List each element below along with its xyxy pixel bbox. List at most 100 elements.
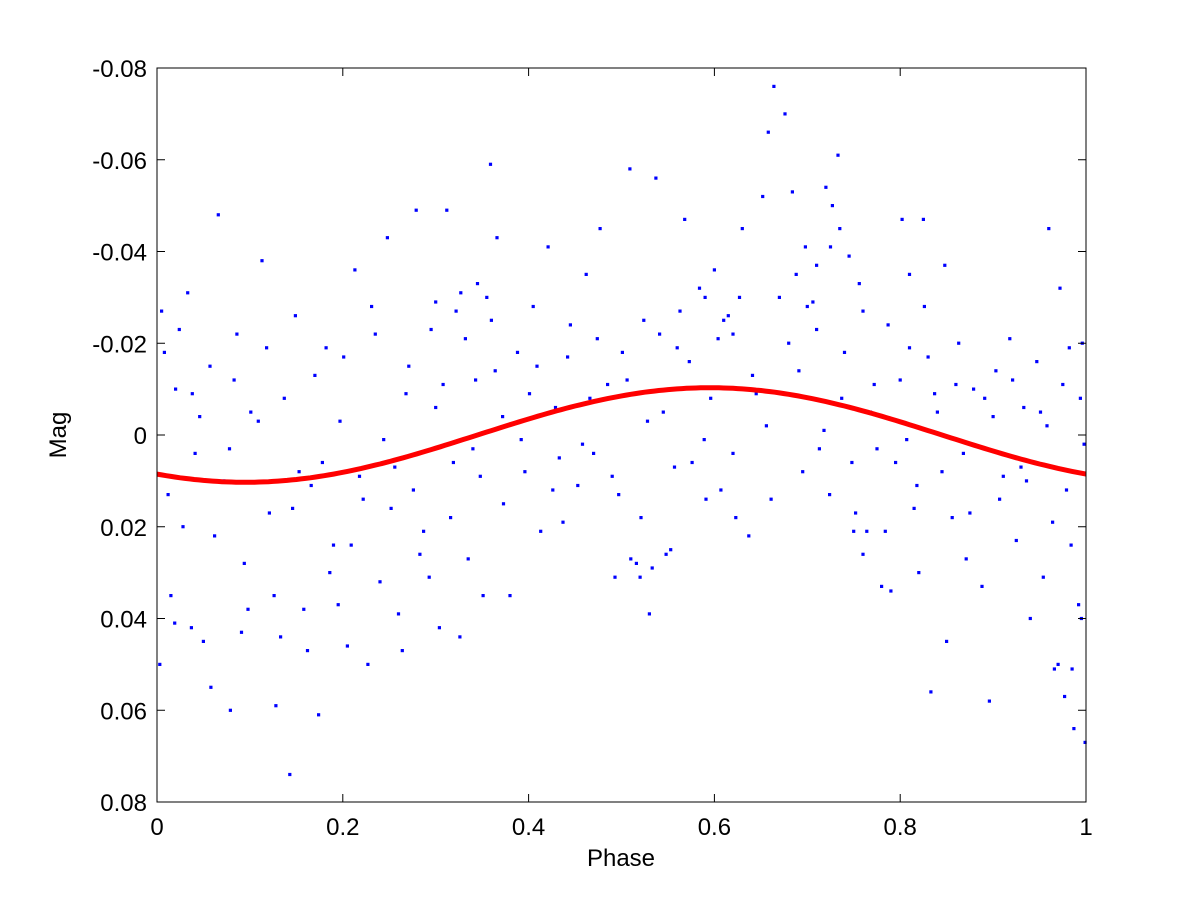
data-point	[716, 337, 720, 341]
data-point	[964, 557, 968, 561]
y-axis-ticks: -0.08 -0.06 -0.04 -0.02 0 0.02 0.04 0.06 0.08	[92, 56, 1086, 817]
data-point	[471, 447, 475, 451]
data-point	[726, 314, 730, 318]
data-point	[166, 493, 170, 497]
data-point	[613, 575, 617, 579]
data-point	[875, 447, 879, 451]
data-point	[987, 699, 991, 703]
data-point	[201, 639, 205, 643]
data-point	[750, 373, 755, 377]
data-point	[535, 364, 539, 368]
data-point	[313, 373, 317, 377]
data-point	[905, 438, 909, 442]
data-point	[242, 561, 246, 565]
data-point	[861, 309, 865, 313]
data-point	[353, 268, 357, 272]
data-point	[907, 272, 912, 276]
data-point	[836, 153, 840, 157]
data-point	[747, 534, 751, 538]
data-point	[638, 575, 642, 579]
data-point	[437, 626, 441, 630]
x-tick-label: 1	[1079, 814, 1092, 841]
data-point	[898, 378, 902, 382]
data-point	[475, 282, 480, 286]
y-tick-label: 0.02	[100, 515, 147, 542]
data-point	[411, 488, 415, 492]
data-point	[519, 438, 523, 442]
data-point	[803, 245, 807, 249]
y-tick-label: 0.08	[100, 790, 147, 817]
data-point	[361, 497, 365, 501]
data-point	[272, 594, 276, 598]
data-point	[282, 396, 286, 400]
data-point	[661, 410, 665, 414]
x-tick-label: 0.8	[884, 814, 917, 841]
data-point	[160, 309, 164, 313]
data-point	[1047, 227, 1051, 231]
data-point	[576, 483, 580, 488]
data-point	[606, 382, 610, 387]
data-point	[580, 442, 585, 446]
data-point	[805, 304, 809, 309]
data-point	[1067, 346, 1071, 350]
data-point	[894, 460, 898, 465]
data-point	[822, 428, 826, 432]
data-point	[531, 304, 535, 309]
data-point	[466, 557, 470, 561]
data-point	[228, 708, 232, 712]
data-point	[302, 607, 306, 611]
data-point	[454, 309, 458, 313]
data-point	[731, 451, 735, 455]
data-point	[722, 318, 726, 322]
data-point	[1063, 694, 1067, 699]
data-point	[342, 355, 346, 359]
x-tick-label: 0	[150, 814, 163, 841]
data-point	[769, 497, 773, 501]
data-point	[523, 470, 527, 474]
data-point	[983, 396, 987, 400]
data-point	[683, 217, 687, 221]
data-point	[917, 571, 921, 575]
data-point	[265, 346, 269, 350]
data-point	[338, 419, 342, 423]
data-point	[754, 392, 758, 396]
data-point	[595, 337, 599, 341]
data-point	[189, 626, 193, 630]
data-point	[193, 451, 197, 455]
data-point	[568, 323, 572, 327]
data-point	[345, 644, 349, 648]
data-point	[764, 424, 768, 428]
data-point	[950, 516, 954, 520]
y-tick-label: 0.06	[100, 698, 147, 725]
data-point	[474, 378, 478, 382]
data-point	[324, 346, 328, 350]
data-point	[288, 772, 292, 777]
data-point	[815, 263, 819, 267]
data-point	[658, 332, 662, 336]
data-point	[838, 227, 842, 231]
data-point	[1022, 405, 1026, 410]
data-point	[761, 194, 765, 199]
data-point	[654, 176, 658, 180]
data-point	[926, 355, 930, 359]
data-point	[592, 451, 596, 455]
data-point	[427, 575, 431, 579]
y-tick-label: -0.08	[92, 56, 147, 83]
data-point	[842, 350, 847, 354]
data-point	[227, 447, 232, 451]
data-point	[393, 465, 397, 469]
data-point	[1041, 575, 1045, 579]
data-point	[824, 185, 828, 189]
data-point	[213, 534, 217, 538]
x-tick-label: 0.4	[512, 814, 545, 841]
data-point	[305, 649, 310, 653]
data-point	[235, 332, 239, 336]
data-point	[216, 213, 220, 217]
data-point	[561, 520, 565, 524]
data-point	[1070, 667, 1074, 671]
data-point	[400, 649, 404, 653]
data-point	[766, 130, 770, 134]
y-tick-label: -0.04	[92, 240, 147, 267]
data-point	[1056, 662, 1060, 666]
data-point	[664, 552, 668, 556]
